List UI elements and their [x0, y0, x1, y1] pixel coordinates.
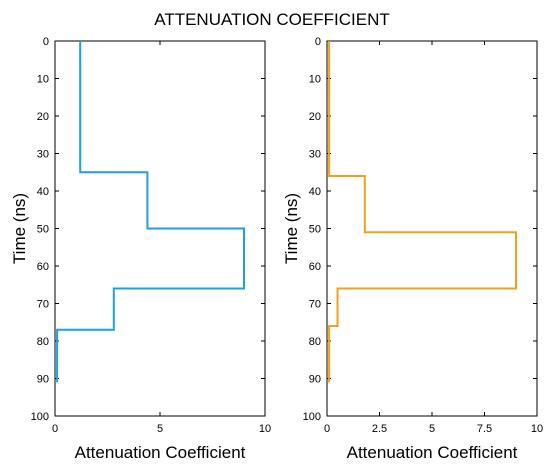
y-tick-label: 100 [303, 411, 321, 423]
x-tick-label: 5 [429, 423, 435, 435]
y-tick-label: 70 [309, 299, 321, 311]
y-tick-label: 10 [309, 74, 321, 86]
y-tick-label: 90 [309, 374, 321, 386]
x-tick-label: 0 [52, 423, 58, 435]
series-line-0 [328, 41, 517, 383]
y-tick-label: 80 [37, 336, 49, 348]
x-tick-label: 10 [531, 423, 543, 435]
x-tick-label: 7.5 [477, 423, 492, 435]
y-tick-label: 90 [37, 374, 49, 386]
y-tick-label: 0 [315, 36, 321, 48]
y-tick-label: 0 [43, 36, 49, 48]
y-tick-label: 30 [37, 149, 49, 161]
y-tick-label: 100 [31, 411, 49, 423]
y-tick-label: 20 [309, 111, 321, 123]
y-tick-label: 50 [37, 224, 49, 236]
y-tick-label: 10 [37, 74, 49, 86]
y-tick-label: 80 [309, 336, 321, 348]
x-tick-label: 10 [259, 423, 271, 435]
series-line-0 [56, 41, 245, 383]
y-tick-label: 40 [37, 186, 49, 198]
y-tick-label: 60 [37, 261, 49, 273]
x-tick-label: 5 [157, 423, 163, 435]
y-axis-label: Time (ns) [282, 193, 301, 264]
y-tick-label: 70 [37, 299, 49, 311]
y-tick-label: 20 [37, 111, 49, 123]
y-tick-label: 30 [309, 149, 321, 161]
y-tick-label: 40 [309, 186, 321, 198]
plot-frame [326, 40, 538, 417]
x-tick-label: 2.5 [372, 423, 387, 435]
x-axis-label: Attenuation Coefficient [347, 443, 518, 462]
y-tick-label: 60 [309, 261, 321, 273]
y-axis-label: Time (ns) [10, 193, 29, 264]
figure-title: ATTENUATION COEFFICIENT [154, 10, 389, 29]
y-tick-label: 50 [309, 224, 321, 236]
x-axis-label: Attenuation Coefficient [75, 443, 246, 462]
x-tick-label: 0 [324, 423, 330, 435]
